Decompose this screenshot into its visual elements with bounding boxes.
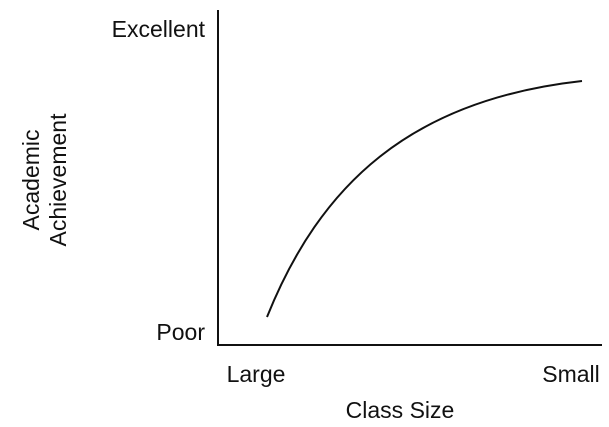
x-axis-right-label: Small xyxy=(542,361,600,387)
x-axis-left-label: Large xyxy=(227,361,286,387)
y-axis-title-line: Achievement xyxy=(45,113,71,247)
y-axis-top-label: Excellent xyxy=(112,16,206,42)
y-axis-title-line: Academic xyxy=(18,130,44,231)
x-axis-title: Class Size xyxy=(346,397,455,423)
curve xyxy=(266,80,583,318)
y-axis-bottom-label: Poor xyxy=(156,319,205,345)
